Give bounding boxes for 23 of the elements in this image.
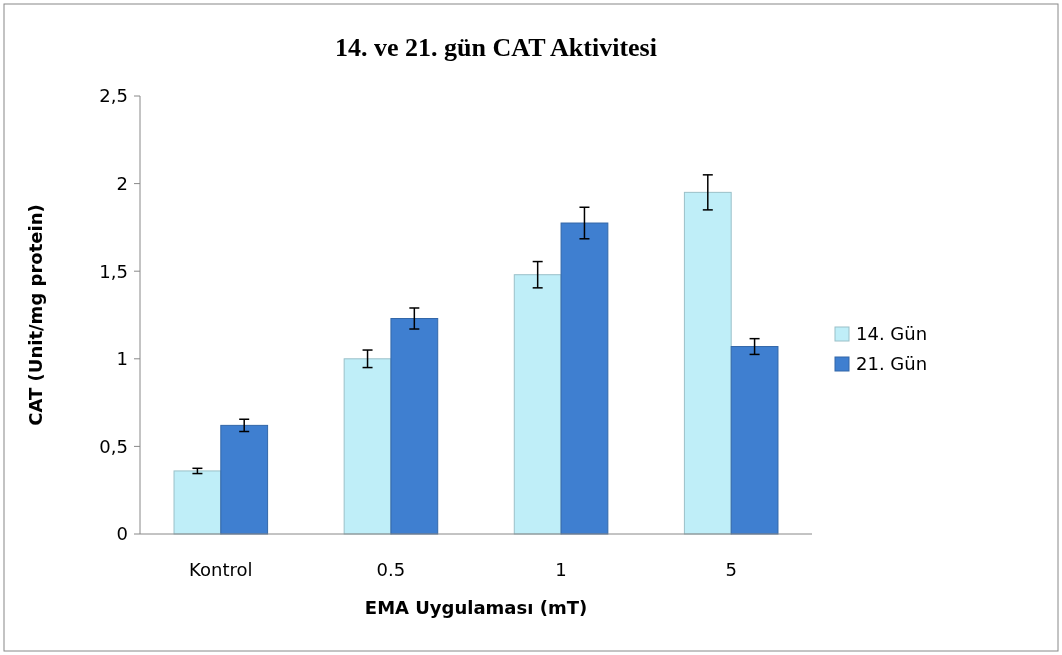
- bar: [560, 222, 609, 535]
- legend-label: 14. Gün: [856, 323, 928, 345]
- y-tick-label: 1: [116, 348, 128, 370]
- x-tick-label: 0.5: [376, 559, 406, 580]
- bar: [730, 346, 779, 535]
- chart-title: 14. ve 21. gün CAT Aktivitesi: [335, 33, 657, 62]
- y-tick-label: 0: [116, 523, 128, 545]
- x-tick-label: 5: [725, 559, 737, 580]
- bar: [343, 358, 392, 535]
- bar: [390, 318, 439, 535]
- legend-label: 21. Gün: [856, 353, 928, 375]
- y-tick-label: 2,5: [99, 85, 128, 107]
- bar: [513, 274, 562, 535]
- y-axis-title: CAT (Unit/mg protein): [25, 204, 46, 426]
- x-tick-label: Kontrol: [189, 559, 253, 580]
- x-axis-title: EMA Uygulaması (mT): [364, 597, 588, 618]
- y-tick-label: 0,5: [99, 435, 128, 457]
- x-tick-label: 1: [555, 559, 567, 580]
- bar: [173, 470, 222, 535]
- bar: [220, 424, 269, 535]
- y-tick-label: 1,5: [99, 260, 128, 282]
- y-tick-label: 2: [116, 172, 128, 194]
- bar: [683, 191, 732, 535]
